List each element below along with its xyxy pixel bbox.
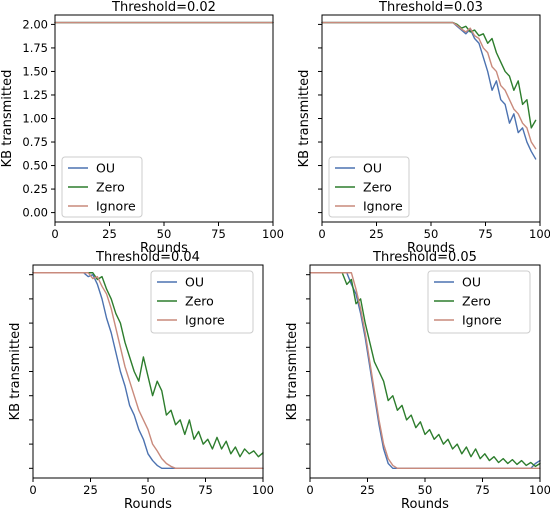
legend: OU Zero Ignore [150, 270, 254, 334]
x-tick-label: 0 [29, 483, 36, 497]
legend-label-ou: OU [462, 275, 481, 290]
x-tick-label: 75 [478, 227, 493, 241]
legend-label-ignore: Ignore [462, 313, 502, 328]
legend-label-zero: Zero [185, 294, 214, 309]
legend-label-ou: OU [185, 275, 204, 290]
series-line-ignore [32, 272, 264, 470]
x-tick-label: 100 [529, 227, 550, 241]
legend-label-ignore: Ignore [363, 199, 403, 214]
legend-box [150, 270, 254, 334]
chart-panel-3: Threshold=0.04 0 25 50 75 100 Rounds KB transmi… [8, 250, 274, 512]
series-line-zero [309, 272, 541, 468]
x-axis-label: Rounds [140, 241, 188, 256]
series-line-zero [321, 21, 537, 129]
x-axis-label: Rounds [401, 497, 449, 512]
y-axis-label: KB transmitted [0, 70, 15, 168]
series-line-ignore [309, 272, 541, 470]
y-tick-label: 1.25 [22, 88, 48, 102]
y-axis-label: KB transmitted [8, 323, 23, 421]
series-line-ou [32, 272, 264, 470]
x-tick-label: 25 [369, 227, 384, 241]
y-axis-label: KB transmitted [297, 70, 312, 168]
x-tick-label: 0 [51, 227, 58, 241]
chart-panel-2: Threshold=0.03 0 25 50 75 100 Rounds KB transmi… [297, 0, 550, 256]
x-axis-label: Rounds [124, 497, 172, 512]
y-tick-label: 1.50 [22, 64, 48, 78]
legend-label-zero: Zero [462, 294, 491, 309]
y-tick-label: 1.75 [22, 41, 48, 55]
series-line-ou [321, 21, 537, 160]
x-tick-label: 75 [211, 227, 226, 241]
legend-box [328, 156, 410, 218]
legend-label-zero: Zero [96, 180, 125, 195]
legend-box [61, 156, 143, 218]
chart-title: Threshold=0.05 [372, 250, 477, 265]
legend: OU Zero Ignore [427, 270, 531, 334]
x-tick-label: 0 [306, 483, 313, 497]
legend: OU Zero Ignore [328, 156, 410, 218]
x-tick-label: 0 [318, 227, 325, 241]
chart-title: Threshold=0.04 [95, 250, 200, 265]
x-tick-label: 100 [252, 483, 274, 497]
chart-title: Threshold=0.02 [111, 0, 216, 15]
x-tick-label: 25 [83, 483, 98, 497]
x-tick-label: 100 [529, 483, 550, 497]
y-axis-label: KB transmitted [285, 323, 300, 421]
legend: OU Zero Ignore [61, 156, 143, 218]
y-tick-label: 0.25 [22, 182, 48, 196]
y-tick-label: 2.00 [22, 17, 48, 31]
x-tick-label: 50 [141, 483, 156, 497]
chart-panel-4: Threshold=0.05 0 25 50 75 100 Rounds KB transmi… [285, 250, 550, 512]
legend-label-ignore: Ignore [185, 313, 225, 328]
y-tick-label: 0.75 [22, 135, 48, 149]
x-tick-label: 50 [157, 227, 172, 241]
legend-box [427, 270, 531, 334]
legend-label-ou: OU [96, 161, 115, 176]
y-tick-label: 0.50 [22, 159, 48, 173]
legend-label-ignore: Ignore [96, 199, 136, 214]
x-tick-label: 25 [360, 483, 375, 497]
x-tick-label: 75 [198, 483, 213, 497]
x-tick-label: 50 [424, 227, 439, 241]
x-axis-label: Rounds [407, 241, 455, 256]
legend-label-ou: OU [363, 161, 382, 176]
x-tick-label: 50 [418, 483, 433, 497]
legend-label-zero: Zero [363, 180, 392, 195]
series-line-zero [32, 272, 264, 458]
y-tick-label: 0.00 [22, 206, 48, 220]
series-line-ignore [321, 21, 537, 150]
x-tick-label: 75 [475, 483, 490, 497]
x-tick-label: 100 [262, 227, 284, 241]
chart-title: Threshold=0.03 [378, 0, 483, 15]
y-tick-label: 1.00 [22, 112, 48, 126]
x-tick-label: 25 [102, 227, 117, 241]
chart-panel-1: Threshold=0.02 0 25 50 75 100 0.00 0.25 0.50 0.75… [0, 0, 284, 256]
